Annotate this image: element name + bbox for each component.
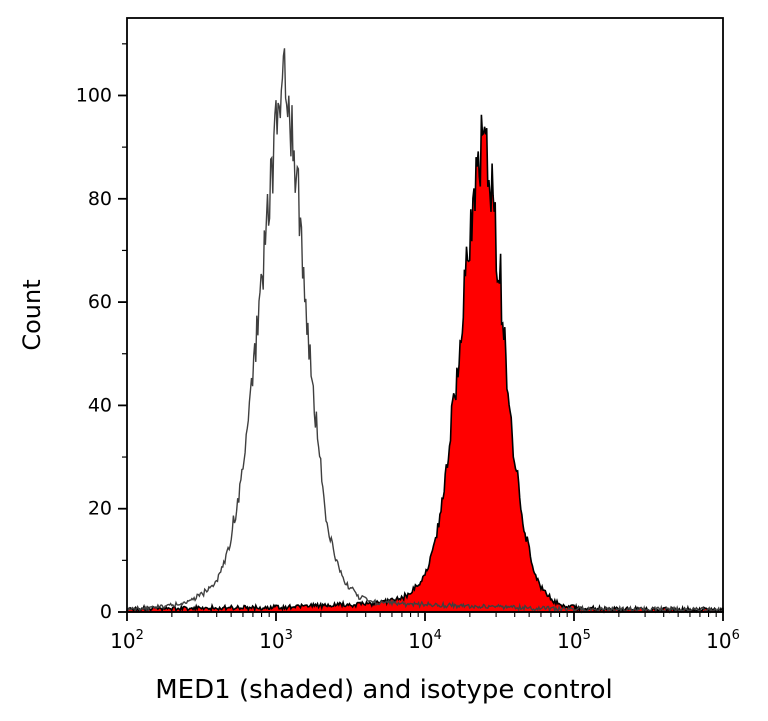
x-tick-label: 104 — [408, 628, 442, 653]
y-tick-label: 60 — [88, 291, 112, 313]
series-med1-shaded — [126, 114, 724, 615]
plot-border — [126, 17, 724, 613]
y-axis-label: Count — [18, 279, 46, 351]
y-tick-label: 100 — [76, 84, 112, 106]
y-tick-label: 40 — [88, 394, 112, 416]
y-tick-label: 0 — [100, 601, 112, 623]
series-isotype-control — [126, 48, 724, 614]
x-tick-label: 102 — [110, 628, 144, 653]
x-tick-label: 105 — [557, 628, 591, 653]
y-tick-label: 80 — [88, 188, 112, 210]
x-axis-title: MED1 (shaded) and isotype control — [155, 675, 613, 705]
x-tick-label: 106 — [706, 628, 740, 653]
y-tick-label: 20 — [88, 498, 112, 520]
x-tick-label: 103 — [259, 628, 293, 653]
